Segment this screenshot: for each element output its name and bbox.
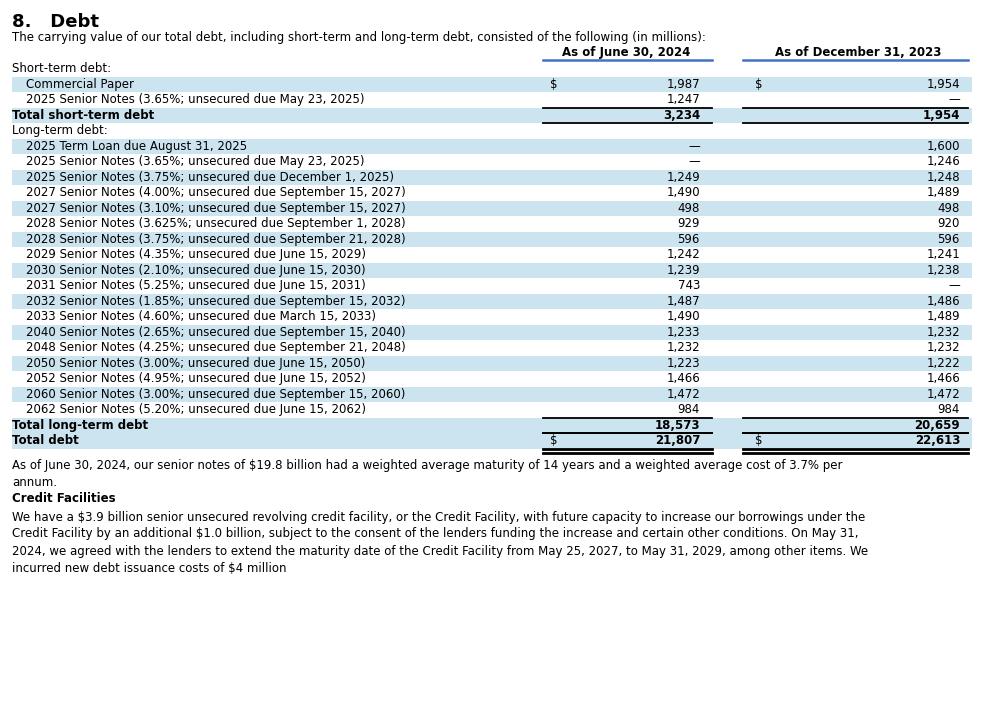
Bar [12,231,972,247]
Text: 984: 984 [938,404,960,416]
Text: 2060 Senior Notes (3.00%; unsecured due September 15, 2060): 2060 Senior Notes (3.00%; unsecured due … [26,388,405,401]
Text: 1,232: 1,232 [667,341,700,354]
Bar [12,293,972,309]
Text: 2062 Senior Notes (5.20%; unsecured due June 15, 2062): 2062 Senior Notes (5.20%; unsecured due … [26,404,366,416]
Text: 2030 Senior Notes (2.10%; unsecured due June 15, 2030): 2030 Senior Notes (2.10%; unsecured due … [26,264,366,277]
Text: 1,247: 1,247 [667,93,700,106]
Text: 2029 Senior Notes (4.35%; unsecured due June 15, 2029): 2029 Senior Notes (4.35%; unsecured due … [26,248,366,262]
Text: 1,246: 1,246 [926,155,960,168]
Text: As of December 31, 2023: As of December 31, 2023 [775,46,942,59]
Text: $: $ [755,434,762,447]
Text: 1,987: 1,987 [667,78,700,91]
Text: $: $ [550,78,557,91]
Text: 596: 596 [938,233,960,246]
Text: 1,466: 1,466 [667,373,700,385]
Text: 18,573: 18,573 [655,419,700,432]
Bar [12,169,972,185]
Text: 2050 Senior Notes (3.00%; unsecured due June 15, 2050): 2050 Senior Notes (3.00%; unsecured due … [26,356,366,370]
Text: 2025 Senior Notes (3.75%; unsecured due December 1, 2025): 2025 Senior Notes (3.75%; unsecured due … [26,171,394,183]
Text: 1,487: 1,487 [667,295,700,308]
Text: Commercial Paper: Commercial Paper [26,78,134,91]
Text: 1,472: 1,472 [926,388,960,401]
Text: 2032 Senior Notes (1.85%; unsecured due September 15, 2032): 2032 Senior Notes (1.85%; unsecured due … [26,295,405,308]
Text: 2052 Senior Notes (4.95%; unsecured due June 15, 2052): 2052 Senior Notes (4.95%; unsecured due … [26,373,366,385]
Text: 2027 Senior Notes (3.10%; unsecured due September 15, 2027): 2027 Senior Notes (3.10%; unsecured due … [26,202,406,214]
Text: 1,238: 1,238 [927,264,960,277]
Text: —: — [949,279,960,292]
Bar [12,418,972,433]
Text: 8.   Debt: 8. Debt [12,13,99,31]
Bar [12,433,972,449]
Text: 984: 984 [677,404,700,416]
Text: 498: 498 [938,202,960,214]
Text: —: — [688,155,700,168]
Text: 498: 498 [677,202,700,214]
Bar [12,356,972,371]
Text: 1,232: 1,232 [927,325,960,339]
Text: The carrying value of our total debt, including short-term and long-term debt, c: The carrying value of our total debt, in… [12,31,706,44]
Text: 1,232: 1,232 [927,341,960,354]
Text: 2031 Senior Notes (5.25%; unsecured due June 15, 2031): 2031 Senior Notes (5.25%; unsecured due … [26,279,366,292]
Text: 2040 Senior Notes (2.65%; unsecured due September 15, 2040): 2040 Senior Notes (2.65%; unsecured due … [26,325,405,339]
Text: 1,248: 1,248 [927,171,960,183]
Text: 2028 Senior Notes (3.625%; unsecured due September 1, 2028): 2028 Senior Notes (3.625%; unsecured due… [26,217,405,231]
Text: As of June 30, 2024: As of June 30, 2024 [562,46,690,59]
Text: —: — [688,140,700,153]
Text: 22,613: 22,613 [915,434,960,447]
Bar [12,108,972,123]
Text: $: $ [755,78,762,91]
Text: —: — [949,93,960,106]
Text: 1,242: 1,242 [667,248,700,262]
Text: 596: 596 [677,233,700,246]
Bar [12,262,972,278]
Bar [12,325,972,340]
Text: 1,241: 1,241 [926,248,960,262]
Bar [12,77,972,92]
Text: 2048 Senior Notes (4.25%; unsecured due September 21, 2048): 2048 Senior Notes (4.25%; unsecured due … [26,341,406,354]
Text: 1,489: 1,489 [927,186,960,199]
Text: Short-term debt:: Short-term debt: [12,63,111,75]
Text: 1,954: 1,954 [923,109,960,122]
Text: 1,466: 1,466 [926,373,960,385]
Text: 20,659: 20,659 [914,419,960,432]
Text: 1,233: 1,233 [667,325,700,339]
Text: 3,234: 3,234 [663,109,700,122]
Text: 2033 Senior Notes (4.60%; unsecured due March 15, 2033): 2033 Senior Notes (4.60%; unsecured due … [26,310,376,323]
Text: 2025 Senior Notes (3.65%; unsecured due May 23, 2025): 2025 Senior Notes (3.65%; unsecured due … [26,155,365,168]
Text: Total short-term debt: Total short-term debt [12,109,154,122]
Text: 920: 920 [938,217,960,231]
Text: 1,490: 1,490 [667,186,700,199]
Text: As of June 30, 2024, our senior notes of $19.8 billion had a weighted average ma: As of June 30, 2024, our senior notes of… [12,458,842,489]
Text: 21,807: 21,807 [655,434,700,447]
Text: 1,472: 1,472 [667,388,700,401]
Text: 1,489: 1,489 [927,310,960,323]
Text: Total debt: Total debt [12,434,79,447]
Text: 929: 929 [677,217,700,231]
Text: 2025 Senior Notes (3.65%; unsecured due May 23, 2025): 2025 Senior Notes (3.65%; unsecured due … [26,93,365,106]
Text: 2028 Senior Notes (3.75%; unsecured due September 21, 2028): 2028 Senior Notes (3.75%; unsecured due … [26,233,405,246]
Text: $: $ [550,434,557,447]
Bar [12,200,972,216]
Text: 2027 Senior Notes (4.00%; unsecured due September 15, 2027): 2027 Senior Notes (4.00%; unsecured due … [26,186,406,199]
Text: 1,239: 1,239 [667,264,700,277]
Text: 1,486: 1,486 [927,295,960,308]
Text: 2025 Term Loan due August 31, 2025: 2025 Term Loan due August 31, 2025 [26,140,247,153]
Text: 1,222: 1,222 [926,356,960,370]
Text: Long-term debt:: Long-term debt: [12,124,107,137]
Text: 1,223: 1,223 [667,356,700,370]
Text: We have a $3.9 billion senior unsecured revolving credit facility, or the Credit: We have a $3.9 billion senior unsecured … [12,510,868,574]
Text: 1,600: 1,600 [927,140,960,153]
Bar [12,387,972,402]
Text: 743: 743 [677,279,700,292]
Bar [12,138,972,154]
Text: Total long-term debt: Total long-term debt [12,419,148,432]
Text: 1,490: 1,490 [667,310,700,323]
Text: 1,954: 1,954 [927,78,960,91]
Text: 1,249: 1,249 [667,171,700,183]
Text: Credit Facilities: Credit Facilities [12,493,115,505]
